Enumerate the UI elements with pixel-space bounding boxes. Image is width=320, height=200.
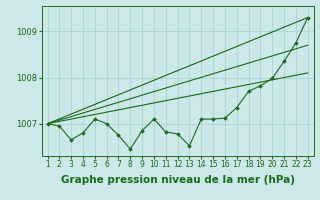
X-axis label: Graphe pression niveau de la mer (hPa): Graphe pression niveau de la mer (hPa) bbox=[60, 175, 295, 185]
